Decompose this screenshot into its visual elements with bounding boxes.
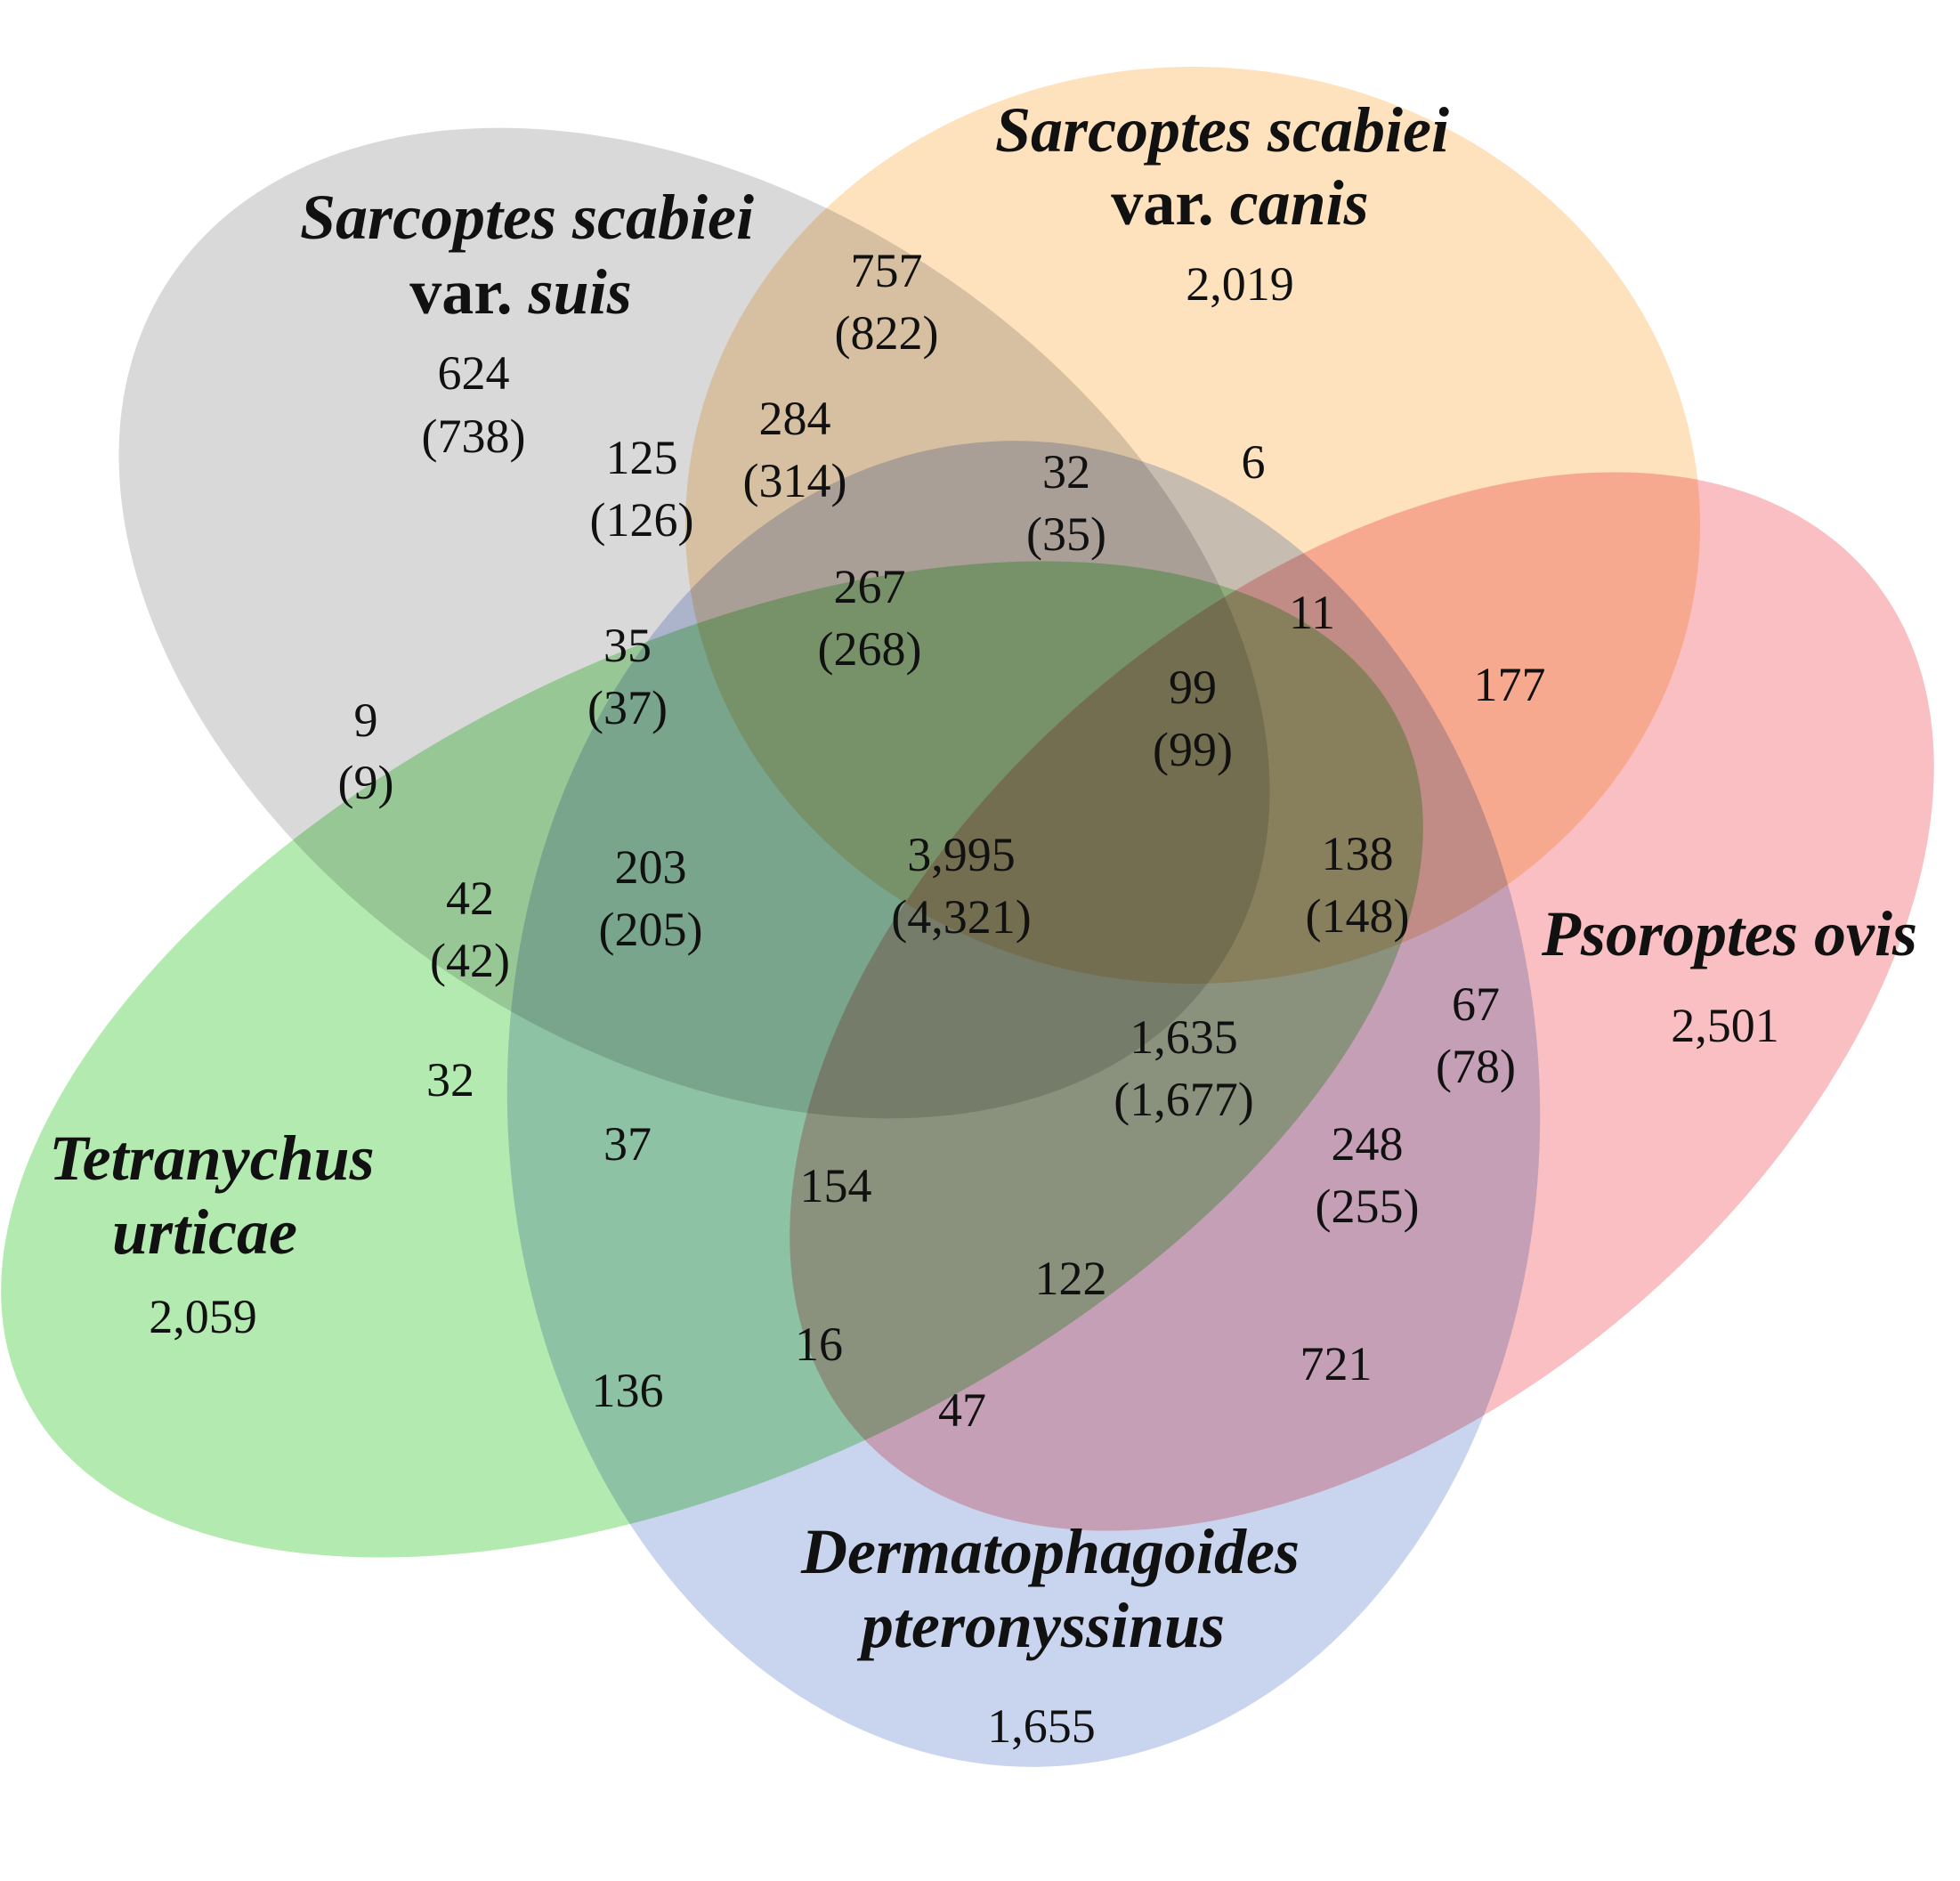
region-1635-paren: (1,677) [1114,1073,1253,1126]
region-122: 122 [1035,1252,1107,1305]
region-3995: 3,995 [907,828,1016,881]
region-99: 99 [1169,661,1217,714]
label-dermato-line1: Dermatophagoides [800,1516,1300,1587]
region-99-paren: (99) [1153,723,1233,776]
region-67: 67 [1452,977,1500,1031]
label-canis-line1: Sarcoptes scabiei [995,94,1449,166]
label-canis-line2: var. canis [1111,167,1368,239]
region-35-paren: (37) [587,681,668,734]
label-suis-line2: var. suis [409,256,631,328]
ellipse-tetranychus [1,561,1423,1558]
region-248: 248 [1332,1117,1404,1171]
label-tetranychus-line2: urticae [112,1196,297,1268]
label-suis-line1: Sarcoptes scabiei [300,182,754,253]
region-284: 284 [759,392,831,445]
total-suis-paren: (738) [422,409,526,463]
region-6: 6 [1242,435,1266,489]
region-248-paren: (255) [1316,1180,1420,1233]
region-9: 9 [354,693,378,747]
region-counts: 757 (822) 125 (126) 284 (314) 32 (35) 6 … [338,244,1546,1437]
region-721: 721 [1300,1337,1373,1390]
region-42: 42 [446,872,494,925]
total-tetranychus: 2,059 [149,1290,257,1343]
region-136: 136 [592,1364,664,1417]
region-138: 138 [1322,827,1394,880]
region-42-paren: (42) [430,934,510,987]
region-203-paren: (205) [599,903,703,956]
region-138-paren: (148) [1306,889,1410,943]
region-16: 16 [795,1318,843,1371]
region-757: 757 [851,244,923,297]
region-47: 47 [938,1383,986,1437]
region-32a-paren: (35) [1026,507,1106,561]
label-tetranychus-line1: Tetranychus [49,1123,374,1194]
total-canis: 2,019 [1186,257,1294,311]
region-154: 154 [800,1159,872,1212]
region-1635: 1,635 [1130,1010,1238,1064]
total-psoroptes: 2,501 [1671,999,1779,1052]
region-32a: 32 [1042,445,1090,499]
region-125-paren: (126) [590,493,694,547]
total-dermato: 1,655 [987,1699,1096,1753]
label-psoroptes: Psoroptes ovis [1541,898,1917,969]
region-11: 11 [1289,586,1335,639]
region-267-paren: (268) [818,622,922,676]
label-dermato-line2: pteronyssinus [856,1590,1225,1661]
region-9-paren: (9) [338,756,394,809]
region-177: 177 [1474,658,1546,711]
total-suis: 624 [438,346,510,400]
region-267: 267 [834,560,906,613]
region-284-paren: (314) [743,454,847,507]
region-757-paren: (822) [835,306,939,360]
region-37: 37 [603,1117,652,1171]
set-ellipses [1,67,1934,1767]
region-203: 203 [615,840,687,894]
region-32b: 32 [426,1053,474,1107]
region-35: 35 [603,619,652,672]
region-125: 125 [606,431,678,484]
region-3995-paren: (4,321) [891,890,1031,944]
region-67-paren: (78) [1436,1040,1516,1093]
set-labels: Sarcoptes scabiei var. suis 624 (738) Sa… [49,94,1917,1753]
